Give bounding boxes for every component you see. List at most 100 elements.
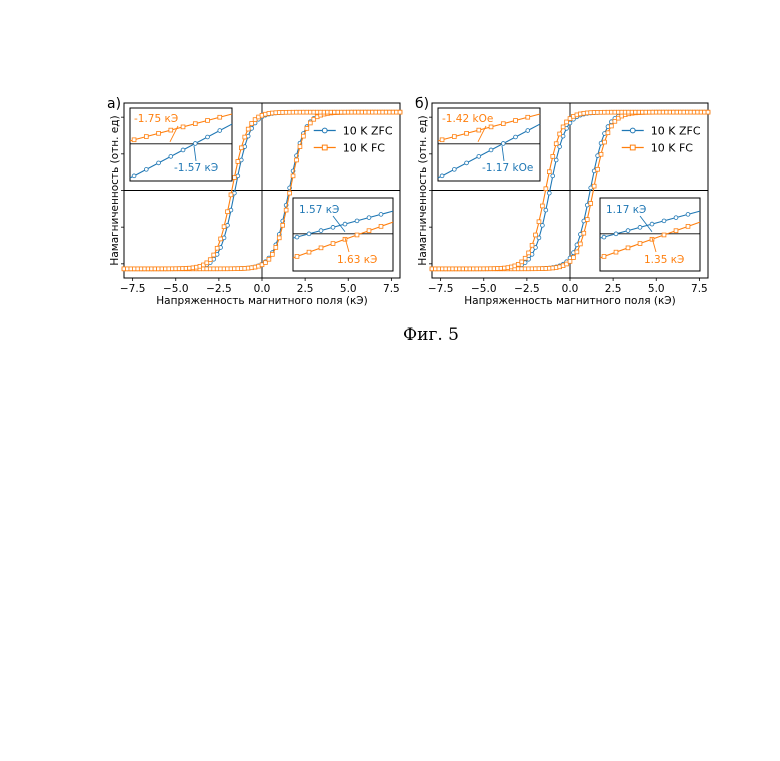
x-tick-label: 2.5 <box>297 283 314 295</box>
inset-point <box>157 161 161 165</box>
x-tick-label: 7.5 <box>691 283 708 295</box>
inset-point <box>602 235 606 239</box>
inset-zoom-positive-coercivity: 1.17 кЭ 1.35 кЭ <box>600 198 700 271</box>
data-point <box>222 225 226 229</box>
data-point <box>547 170 551 174</box>
inset-point <box>355 233 359 237</box>
annotation-zfc: 1.17 кЭ <box>606 204 646 216</box>
inset-point <box>674 229 678 233</box>
data-point <box>585 218 589 222</box>
inset-point <box>614 250 618 254</box>
data-point <box>523 256 527 260</box>
inset-point <box>295 255 299 259</box>
data-point <box>233 176 237 180</box>
annotation-fc: 1.35 кЭ <box>644 254 684 266</box>
data-point <box>544 187 548 191</box>
inset-point <box>489 125 493 129</box>
data-point <box>558 132 562 136</box>
inset-point <box>331 242 335 246</box>
data-point <box>308 121 312 125</box>
inset-point <box>452 135 456 139</box>
inset-point <box>144 135 148 139</box>
data-point <box>215 246 219 250</box>
inset-point <box>193 142 197 146</box>
inset-point <box>477 128 481 132</box>
inset-point <box>514 119 518 123</box>
inset-point <box>686 212 690 216</box>
data-point <box>547 191 551 195</box>
inset-point <box>614 232 618 236</box>
panel-b: −7.5−5.0−2.50.02.55.07.5Напряженность ма… <box>415 96 710 307</box>
data-point <box>592 184 596 188</box>
inset-point <box>489 148 493 152</box>
x-tick-label: −2.5 <box>206 283 232 295</box>
data-point <box>298 145 302 149</box>
data-point <box>551 174 555 178</box>
data-point <box>534 233 538 237</box>
inset-point <box>686 224 690 228</box>
inset-point <box>638 225 642 229</box>
panel-label: б) <box>415 96 429 112</box>
inset-zoom-negative-coercivity: -1.42 kOe -1.17 kOe <box>438 108 540 181</box>
inset-point <box>465 131 469 135</box>
inset-point <box>526 129 530 133</box>
inset-point <box>626 246 630 250</box>
x-tick-label: 0.0 <box>562 283 579 295</box>
annotation-fc: -1.42 kOe <box>442 113 493 125</box>
data-point <box>527 251 531 255</box>
x-axis-label: Напряженность магнитного поля (кЭ) <box>156 295 367 307</box>
inset-point <box>319 229 323 233</box>
annotation-zfc: -1.17 kOe <box>482 162 533 174</box>
inset-point <box>355 219 359 223</box>
data-point <box>288 191 292 195</box>
data-point <box>246 127 250 131</box>
x-tick-label: 0.0 <box>254 283 271 295</box>
data-point <box>551 154 555 158</box>
inset-point <box>465 161 469 165</box>
y-axis-label: Намагниченность (отн. ед) <box>109 115 121 265</box>
panel-label: а) <box>107 96 121 112</box>
data-point <box>270 253 274 257</box>
data-point <box>291 174 295 178</box>
annotation-fc: 1.63 кЭ <box>337 254 377 266</box>
legend-label: 10 K FC <box>343 142 386 155</box>
panel-a: −7.5−5.0−2.50.02.55.07.5Напряженность ма… <box>107 96 402 307</box>
inset-point <box>169 155 173 159</box>
x-tick-label: 5.0 <box>648 283 665 295</box>
data-point <box>267 257 271 261</box>
data-point <box>544 208 548 212</box>
inset-point <box>514 135 518 139</box>
inset-point <box>193 122 197 126</box>
inset-point <box>662 219 666 223</box>
inset-point <box>602 255 606 259</box>
data-point <box>281 223 285 227</box>
legend-marker <box>630 145 635 150</box>
data-point <box>578 242 582 246</box>
data-point <box>599 152 603 156</box>
data-point <box>603 140 607 144</box>
inset-point <box>626 229 630 233</box>
x-tick-label: 7.5 <box>383 283 400 295</box>
inset-zoom-negative-coercivity: -1.75 кЭ-1.57 кЭ <box>130 108 232 181</box>
data-point <box>606 131 610 135</box>
inset-point <box>367 229 371 233</box>
annotation-fc: -1.75 кЭ <box>134 113 178 125</box>
data-point <box>575 250 579 254</box>
x-tick-label: −5.0 <box>163 283 189 295</box>
data-point <box>541 204 545 208</box>
data-point <box>284 208 288 212</box>
legend-label: 10 K ZFC <box>343 125 393 138</box>
data-point <box>236 160 240 164</box>
legend-marker <box>630 128 635 133</box>
data-point <box>610 124 614 128</box>
annotation-zfc: 1.57 кЭ <box>299 204 339 216</box>
inset-point <box>169 128 173 132</box>
inset-point <box>181 125 185 129</box>
legend-label: 10 K FC <box>651 142 694 155</box>
data-point <box>305 127 309 131</box>
inset-point <box>440 174 444 178</box>
data-point <box>226 210 230 214</box>
inset-point <box>181 148 185 152</box>
data-point <box>229 193 233 197</box>
inset-point <box>307 232 311 236</box>
